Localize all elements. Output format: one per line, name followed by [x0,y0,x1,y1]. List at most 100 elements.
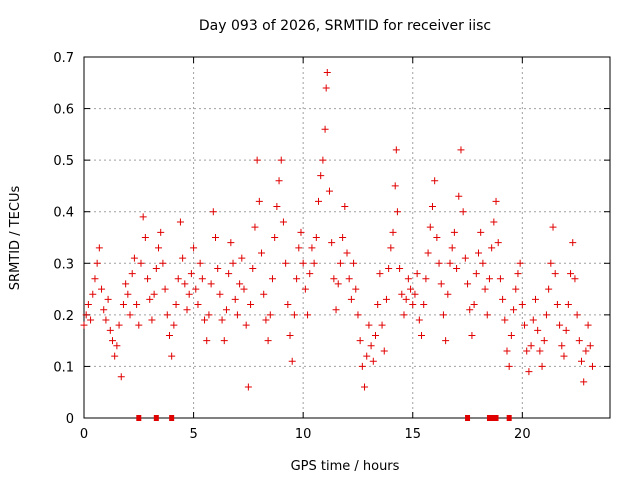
data-point [295,244,303,252]
data-point [192,285,200,293]
data-point [549,223,557,231]
data-point [87,316,95,324]
data-point [503,347,511,355]
data-point [339,234,347,241]
data-point [288,357,296,365]
data-point [84,301,92,309]
data-point [422,275,430,283]
data-point [216,290,224,298]
data-point [260,290,268,298]
data-point [354,311,362,319]
data-point [564,301,572,309]
data-point [82,311,90,319]
data-point [547,259,555,267]
data-point [330,275,338,283]
data-point [301,285,309,293]
data-point [328,239,336,247]
data-point [179,254,187,262]
data-point [507,331,515,339]
data-point [102,316,110,324]
data-point [439,311,447,319]
data-point [448,244,456,252]
data-point [516,259,524,267]
data-point [297,228,305,236]
data-point [466,306,474,314]
data-point [551,270,559,278]
data-point [363,352,371,360]
data-point [387,244,395,252]
y-tick-label: 0.3 [53,257,74,272]
data-point [479,259,487,267]
data-point [510,306,518,314]
data-point [139,213,147,221]
data-point [207,280,215,288]
data-point [358,362,366,370]
data-point [170,321,178,329]
data-point [540,337,548,345]
data-point [588,362,596,370]
data-point [157,228,165,236]
data-point [369,357,377,365]
plot-frame [83,56,611,419]
data-point [150,290,158,298]
data-point [584,321,592,329]
y-tick-label: 0.7 [53,51,74,66]
data-point [411,290,419,298]
data-point [155,244,163,252]
data-point [205,311,213,319]
data-point [492,197,500,205]
data-point [91,275,99,283]
data-point [163,311,171,319]
y-tick-label: 0.1 [53,360,74,375]
data-point [334,280,342,288]
data-point [464,280,472,288]
data-point [89,290,97,298]
data-point [345,275,353,283]
data-point [571,275,579,283]
data-point [222,306,230,314]
data-point [356,337,364,345]
x-tick-label: 5 [189,427,197,442]
data-point [538,362,546,370]
data-point [117,373,125,381]
data-point [253,156,261,164]
axis-ticks: 0 0.1 0.2 0.3 0.4 0.5 0.6 0.7 0 5 10 15 20 [53,51,610,442]
data-point [220,337,228,345]
zero-point [153,415,159,421]
data-point [512,285,520,293]
data-point [378,321,386,329]
data-point [413,270,421,278]
data-point [161,285,169,293]
data-point [450,228,458,236]
data-point [322,84,330,92]
data-point [315,197,323,205]
data-point [137,259,145,267]
data-point [122,280,130,288]
zero-point [493,415,499,421]
data-point [194,301,202,309]
data-point [365,321,373,329]
y-tick-label: 0.2 [53,309,74,324]
data-point [415,316,423,324]
data-point [461,254,469,262]
data-point [361,383,369,391]
x-axis-label: GPS time / hours [291,459,400,474]
data-point [201,316,209,324]
data-point [168,352,176,360]
data-point [527,342,535,350]
data-point [325,187,333,195]
data-point [499,295,507,303]
data-point [308,244,316,252]
data-point [159,259,167,267]
data-point [367,342,375,350]
data-point [437,280,445,288]
data-point [586,342,594,350]
y-tick-label: 0.5 [53,154,74,169]
data-point [376,270,384,278]
data-point [113,342,121,350]
data-point [488,244,496,252]
data-point [582,347,590,355]
data-point [148,316,156,324]
data-point [380,347,388,355]
